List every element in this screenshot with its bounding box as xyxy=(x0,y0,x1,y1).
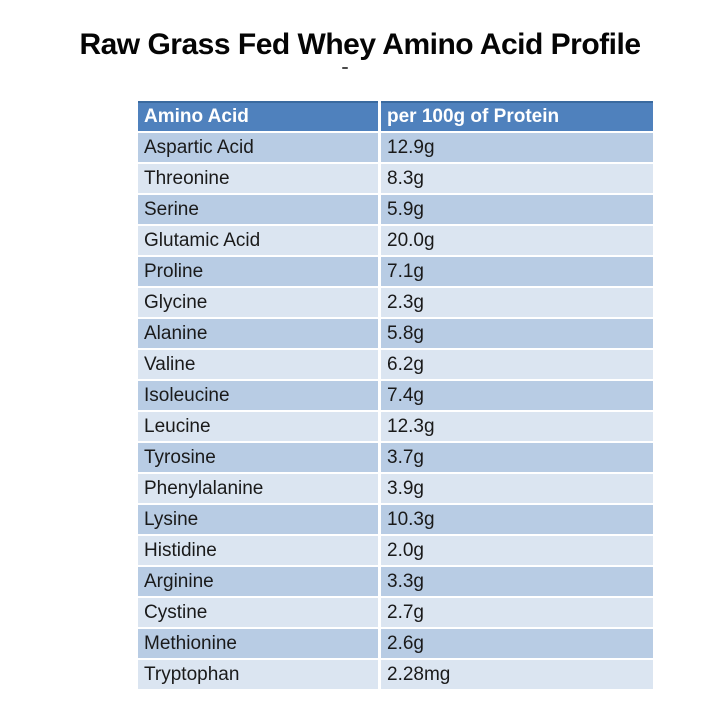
value-cell: 5.9g xyxy=(381,195,653,224)
column-header-per-100g: per 100g of Protein xyxy=(381,101,653,131)
value-cell: 2.6g xyxy=(381,629,653,658)
value-cell: 12.3g xyxy=(381,412,653,441)
amino-acid-cell: Arginine xyxy=(138,567,378,596)
amino-acid-cell: Serine xyxy=(138,195,378,224)
value-cell: 2.7g xyxy=(381,598,653,627)
table-row: Tryptophan 2.28mg xyxy=(138,660,653,689)
table-row: Phenylalanine 3.9g xyxy=(138,474,653,503)
table-row: Leucine 12.3g xyxy=(138,412,653,441)
amino-acid-cell: Alanine xyxy=(138,319,378,348)
value-cell: 10.3g xyxy=(381,505,653,534)
amino-acid-cell: Tyrosine xyxy=(138,443,378,472)
table-row: Alanine 5.8g xyxy=(138,319,653,348)
value-cell: 8.3g xyxy=(381,164,653,193)
value-cell: 2.3g xyxy=(381,288,653,317)
table-body: Aspartic Acid 12.9g Threonine 8.3g Serin… xyxy=(138,133,653,689)
amino-acid-cell: Histidine xyxy=(138,536,378,565)
table-row: Glutamic Acid 20.0g xyxy=(138,226,653,255)
amino-acid-cell: Glutamic Acid xyxy=(138,226,378,255)
stray-mark-artifact xyxy=(342,67,348,69)
value-cell: 12.9g xyxy=(381,133,653,162)
value-cell: 7.4g xyxy=(381,381,653,410)
table-row: Arginine 3.3g xyxy=(138,567,653,596)
table-row: Cystine 2.7g xyxy=(138,598,653,627)
table-row: Aspartic Acid 12.9g xyxy=(138,133,653,162)
table-row: Threonine 8.3g xyxy=(138,164,653,193)
value-cell: 20.0g xyxy=(381,226,653,255)
amino-acid-cell: Methionine xyxy=(138,629,378,658)
table-header-row: Amino Acid per 100g of Protein xyxy=(138,101,653,131)
amino-acid-cell: Valine xyxy=(138,350,378,379)
amino-acid-cell: Leucine xyxy=(138,412,378,441)
table-row: Proline 7.1g xyxy=(138,257,653,286)
table-row: Lysine 10.3g xyxy=(138,505,653,534)
value-cell: 3.9g xyxy=(381,474,653,503)
amino-acid-cell: Aspartic Acid xyxy=(138,133,378,162)
table-row: Valine 6.2g xyxy=(138,350,653,379)
table-row: Histidine 2.0g xyxy=(138,536,653,565)
amino-acid-cell: Proline xyxy=(138,257,378,286)
column-header-amino-acid: Amino Acid xyxy=(138,101,378,131)
value-cell: 3.3g xyxy=(381,567,653,596)
amino-acid-cell: Isoleucine xyxy=(138,381,378,410)
value-cell: 3.7g xyxy=(381,443,653,472)
amino-acid-cell: Cystine xyxy=(138,598,378,627)
page-title: Raw Grass Fed Whey Amino Acid Profile xyxy=(79,28,641,61)
table-row: Isoleucine 7.4g xyxy=(138,381,653,410)
amino-acid-table: Amino Acid per 100g of Protein Aspartic … xyxy=(138,101,653,689)
amino-acid-cell: Phenylalanine xyxy=(138,474,378,503)
value-cell: 2.28mg xyxy=(381,660,653,689)
amino-acid-cell: Threonine xyxy=(138,164,378,193)
value-cell: 7.1g xyxy=(381,257,653,286)
amino-acid-cell: Glycine xyxy=(138,288,378,317)
amino-acid-cell: Lysine xyxy=(138,505,378,534)
table-row: Glycine 2.3g xyxy=(138,288,653,317)
table-row: Tyrosine 3.7g xyxy=(138,443,653,472)
value-cell: 5.8g xyxy=(381,319,653,348)
value-cell: 6.2g xyxy=(381,350,653,379)
table-row: Methionine 2.6g xyxy=(138,629,653,658)
value-cell: 2.0g xyxy=(381,536,653,565)
table-row: Serine 5.9g xyxy=(138,195,653,224)
amino-acid-cell: Tryptophan xyxy=(138,660,378,689)
